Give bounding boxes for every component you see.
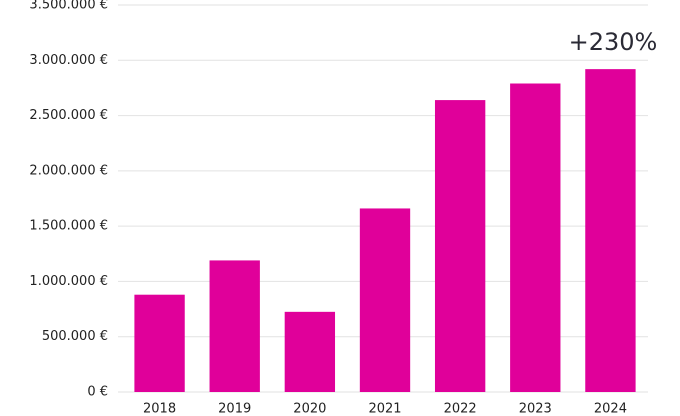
y-tick-label: 500.000 € — [42, 329, 108, 344]
y-tick-label: 1.500.000 € — [29, 219, 108, 234]
y-tick-label: 1.000.000 € — [29, 274, 108, 289]
x-tick-label: 2022 — [444, 402, 477, 416]
annotation: +230% — [569, 28, 658, 56]
y-tick-label: 2.000.000 € — [29, 163, 108, 178]
y-tick-label: 3.500.000 € — [29, 0, 108, 13]
bar — [510, 83, 561, 393]
bar — [434, 100, 486, 392]
x-tick-label: 2024 — [594, 402, 627, 416]
x-tick-label: 2021 — [368, 402, 401, 416]
x-tick-label: 2020 — [293, 402, 326, 416]
x-tick-label: 2018 — [143, 402, 176, 416]
bar — [134, 294, 185, 392]
bar — [209, 260, 260, 392]
y-tick-label: 2.500.000 € — [29, 108, 108, 123]
y-tick-label: 0 € — [87, 385, 108, 400]
bar — [585, 69, 636, 392]
x-tick-label: 2023 — [519, 402, 552, 416]
y-tick-label: 3.000.000 € — [29, 53, 108, 68]
bar — [284, 311, 336, 392]
x-tick-label: 2019 — [218, 402, 251, 416]
bar — [359, 208, 411, 392]
